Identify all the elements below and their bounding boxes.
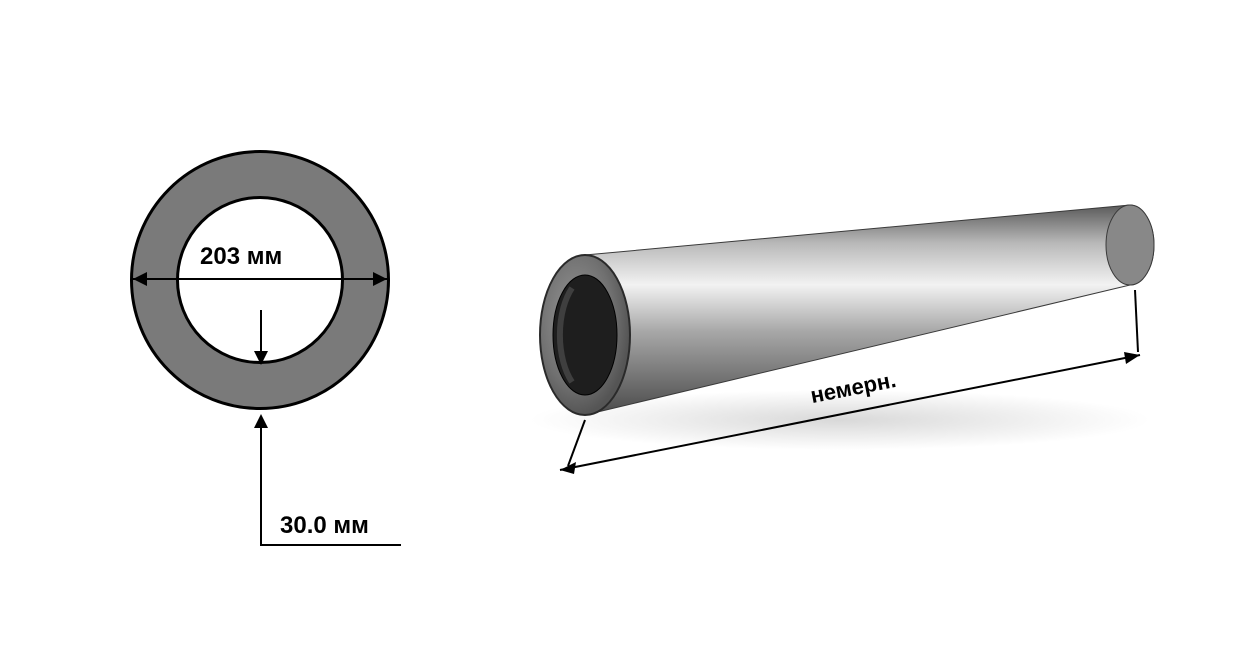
thickness-extension-line <box>261 544 401 546</box>
pipe-far-end <box>1106 205 1154 285</box>
thickness-down-arrow-icon <box>254 351 268 365</box>
diameter-label: 203 мм <box>200 243 282 271</box>
thickness-lower-line <box>260 428 262 546</box>
length-ext-right <box>1135 290 1138 352</box>
thickness-label: 30.0 мм <box>280 512 369 540</box>
perspective-view: немерн. <box>490 80 1190 580</box>
diagram-container: 203 мм 30.0 мм <box>0 0 1240 660</box>
diameter-dimension-line <box>133 278 387 280</box>
length-arrow-right-icon <box>1124 352 1140 364</box>
thickness-up-arrow-icon <box>254 414 268 428</box>
cross-section-view: 203 мм 30.0 мм <box>50 50 470 610</box>
diameter-arrow-right-icon <box>373 272 387 286</box>
pipe-3d-svg <box>490 140 1190 540</box>
diameter-arrow-left-icon <box>133 272 147 286</box>
